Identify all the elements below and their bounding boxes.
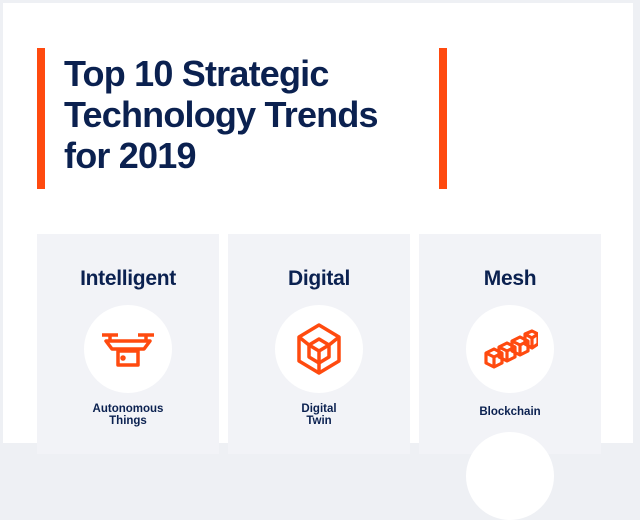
- panel-mesh: Mesh Blockchain: [419, 234, 601, 520]
- trend-digital-twin: Digital Twin: [228, 403, 410, 427]
- right-accent-bar: [439, 48, 447, 189]
- panel-digital: Digital Digital Twin: [228, 234, 410, 454]
- next-icon-circle: [466, 432, 554, 520]
- trend-label: Blockchain: [479, 406, 541, 418]
- trend-label: Things: [109, 415, 147, 427]
- panel-heading: Intelligent: [80, 267, 176, 290]
- drone-icon: [84, 305, 172, 393]
- panel-heading: Digital: [287, 267, 351, 290]
- left-accent-bar: [37, 48, 45, 189]
- trend-label: Digital: [301, 403, 337, 415]
- panel-intelligent: Intelligent Autonomous Things: [37, 234, 219, 454]
- panel-heading: Mesh: [483, 267, 537, 290]
- trend-blockchain: Blockchain: [419, 406, 601, 418]
- infographic-page: Top 10 Strategic Technology Trends for 2…: [3, 3, 633, 520]
- title-line: for 2019: [64, 135, 196, 176]
- cube-icon: [275, 305, 363, 393]
- trend-label: Twin: [306, 415, 332, 427]
- trend-autonomous-things: Autonomous Things: [37, 403, 219, 427]
- trend-label: Autonomous: [92, 403, 164, 415]
- blockchain-icon: [466, 305, 554, 393]
- title-line: Technology Trends: [64, 94, 379, 135]
- title-line: Top 10 Strategic: [64, 53, 329, 94]
- page-title: Top 10 Strategic Technology Trends for 2…: [64, 53, 379, 176]
